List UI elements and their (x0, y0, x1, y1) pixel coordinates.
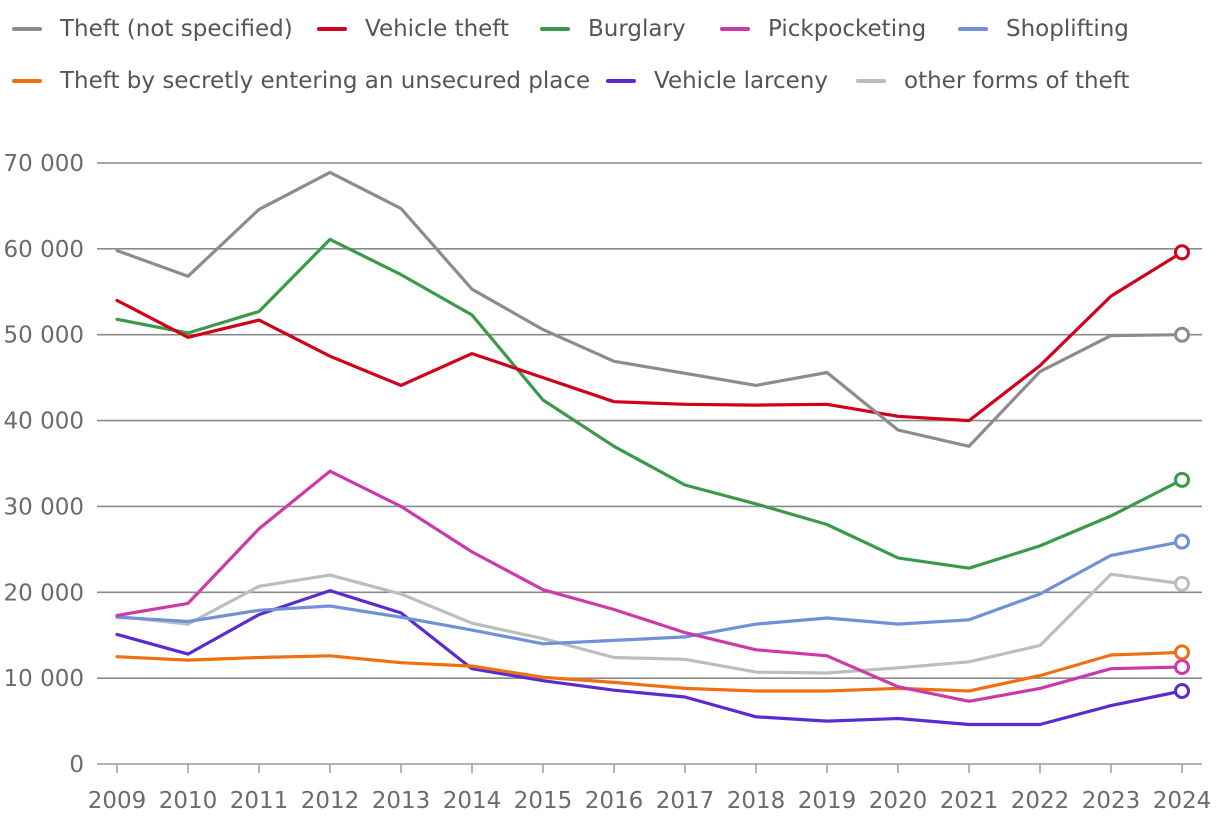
legend-item[interactable]: Vehicle theft (317, 14, 509, 44)
x-tick-label: 2009 (88, 788, 147, 814)
legend-label: Burglary (588, 16, 686, 42)
x-tick-label: 2012 (301, 788, 360, 814)
series-line (115, 170, 1184, 448)
legend-item[interactable]: other forms of theft (856, 66, 1129, 96)
legend-swatch (12, 79, 42, 83)
legend-item[interactable]: Burglary (540, 14, 686, 44)
legend-item[interactable]: Shoplifting (958, 14, 1129, 44)
legend-swatch (317, 27, 347, 31)
end-point-marker[interactable] (1174, 683, 1190, 700)
series-line (115, 572, 1184, 675)
legend-item[interactable]: Theft (not specified) (12, 14, 293, 44)
series-line (115, 469, 1184, 703)
legend-label: Pickpocketing (768, 16, 927, 42)
end-point-marker[interactable] (1174, 244, 1190, 261)
series-6 (115, 588, 1190, 727)
x-tick-label: 2015 (514, 788, 573, 814)
x-tick-label: 2014 (443, 788, 502, 814)
legend-item[interactable]: Pickpocketing (720, 14, 926, 44)
y-tick-label: 50 000 (4, 323, 84, 349)
end-point-marker[interactable] (1174, 658, 1190, 675)
series-line (115, 237, 1184, 570)
end-point-marker[interactable] (1174, 575, 1190, 592)
legend-label: Shoplifting (1006, 16, 1129, 42)
y-tick-label: 40 000 (4, 409, 84, 435)
series-4 (115, 533, 1190, 646)
series-7 (115, 572, 1190, 675)
x-tick-label: 2018 (727, 788, 786, 814)
x-tick-label: 2011 (230, 788, 289, 814)
series-3 (115, 469, 1190, 703)
series-1 (115, 244, 1190, 423)
x-tick-label: 2022 (1011, 788, 1070, 814)
series-line (115, 650, 1184, 693)
x-tick-label: 2017 (656, 788, 715, 814)
y-tick-label: 10 000 (4, 666, 84, 692)
x-tick-label: 2021 (940, 788, 999, 814)
legend-swatch (540, 27, 570, 31)
x-tick-label: 2010 (159, 788, 218, 814)
x-tick-label: 2020 (869, 788, 928, 814)
legend-label: Vehicle theft (365, 16, 510, 42)
x-tick-label: 2023 (1082, 788, 1141, 814)
y-tick-label: 30 000 (4, 494, 84, 520)
end-point-marker[interactable] (1174, 471, 1190, 488)
x-tick-label: 2024 (1153, 788, 1212, 814)
end-point-marker[interactable] (1174, 644, 1190, 661)
y-tick-label: 20 000 (4, 580, 84, 606)
legend-item[interactable]: Vehicle larceny (606, 66, 828, 96)
legend-label: other forms of theft (904, 68, 1130, 94)
legend: Theft (not specified) Vehicle theft Burgla… (0, 0, 1220, 120)
series-line (115, 539, 1184, 646)
y-tick-label: 60 000 (4, 237, 84, 263)
series-2 (115, 237, 1190, 570)
y-tick-label: 0 (69, 752, 84, 778)
legend-swatch (720, 27, 750, 31)
legend-swatch (856, 79, 886, 83)
end-point-marker[interactable] (1174, 326, 1190, 343)
y-tick-label: 70 000 (4, 151, 84, 177)
legend-item[interactable]: Theft by secretly entering an unsecured … (12, 66, 590, 96)
end-point-marker[interactable] (1174, 533, 1190, 550)
legend-label: Theft by secretly entering an unsecured … (60, 68, 591, 94)
x-tick-label: 2013 (372, 788, 431, 814)
series-0 (115, 170, 1190, 448)
series-line (115, 588, 1184, 727)
series-line (115, 250, 1184, 423)
legend-label: Theft (not specified) (60, 16, 293, 42)
series-5 (115, 644, 1190, 693)
legend-swatch (606, 79, 636, 83)
legend-label: Vehicle larceny (654, 68, 828, 94)
x-tick-label: 2016 (585, 788, 644, 814)
legend-swatch (958, 27, 988, 31)
x-tick-label: 2019 (798, 788, 857, 814)
legend-swatch (12, 27, 42, 31)
